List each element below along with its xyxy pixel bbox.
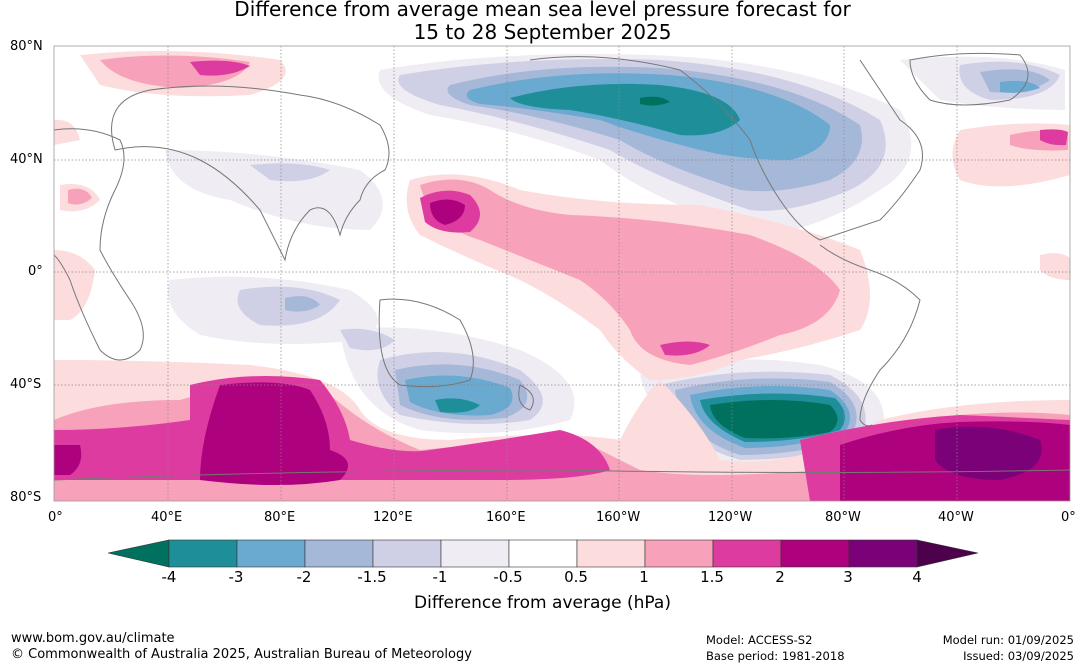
lon-label-80e: 80°E <box>264 510 296 525</box>
lon-label-80w: 80°W <box>825 510 861 525</box>
colorbar-tick-label: -4 <box>161 568 177 586</box>
footer-model: Model: ACCESS-S2 <box>706 633 813 647</box>
colorbar-bin <box>644 539 714 568</box>
lat-label-40s: 40°S <box>10 377 42 392</box>
lon-label-0-left: 0° <box>48 510 63 525</box>
colorbar-tick-label: 3 <box>843 568 853 586</box>
lat-label-80s: 80°S <box>10 490 42 505</box>
footer-issued: Issued: 03/09/2025 <box>963 649 1074 663</box>
colorbar-tick-label: -2 <box>296 568 312 586</box>
lon-label-160e: 160°E <box>486 510 526 525</box>
colorbar-bin <box>440 539 510 568</box>
anomaly-field <box>54 46 1070 501</box>
graticule <box>54 46 1070 501</box>
colorbar-min-arrow <box>107 539 170 568</box>
colorbar-tick-label: 2 <box>775 568 785 586</box>
footer-copyright: © Commonwealth of Australia 2025, Austra… <box>11 647 472 662</box>
footer-url[interactable]: www.bom.gov.au/climate <box>11 631 175 646</box>
map-frame <box>53 45 1071 502</box>
footer-base-period: Base period: 1981-2018 <box>706 649 845 663</box>
colorbar-tick-label: -3 <box>228 568 244 586</box>
three-hpa-areas <box>935 426 1042 480</box>
colorbar-tick-label: 1.5 <box>700 568 724 586</box>
colorbar-bin <box>780 539 850 568</box>
colorbar-bin <box>508 539 578 568</box>
colorbar-tick-label: 0.5 <box>564 568 588 586</box>
colorbar-bin <box>712 539 782 568</box>
colorbar-bin <box>576 539 646 568</box>
map-title: Difference from average mean sea level p… <box>0 0 1085 44</box>
lon-label-40w: 40°W <box>938 510 974 525</box>
lon-label-160w: 160°W <box>596 510 641 525</box>
title-line-2: 15 to 28 September 2025 <box>413 20 672 44</box>
colorbar-tick-label: -1 <box>432 568 448 586</box>
lon-label-40e: 40°E <box>151 510 183 525</box>
lon-label-120w: 120°W <box>708 510 753 525</box>
footer-model-run: Model run: 01/09/2025 <box>942 633 1074 647</box>
colorbar-tick-label: 4 <box>912 568 922 586</box>
coastlines <box>54 52 1070 481</box>
colorbar-bin <box>236 539 306 568</box>
lon-label-0-right: 0° <box>1061 510 1076 525</box>
colorbar-title: Difference from average (hPa) <box>414 593 671 613</box>
lat-label-0: 0° <box>28 264 43 279</box>
title-line-1: Difference from average mean sea level p… <box>234 0 851 21</box>
lat-label-80n: 80°N <box>10 39 43 54</box>
lon-label-120e: 120°E <box>373 510 413 525</box>
colorbar-bin <box>168 539 238 568</box>
colorbar-tick-label: 1 <box>639 568 649 586</box>
colorbar-tick-label: -0.5 <box>493 568 523 586</box>
colorbar-bin <box>304 539 374 568</box>
lat-label-40n: 40°N <box>10 152 43 167</box>
colorbar-bin <box>848 539 918 568</box>
colorbar-bin <box>372 539 442 568</box>
colorbar-tick-label: -1.5 <box>357 568 387 586</box>
below-four-areas <box>640 96 838 439</box>
colorbar-max-arrow <box>916 539 979 568</box>
colorbar-bins <box>168 539 918 568</box>
